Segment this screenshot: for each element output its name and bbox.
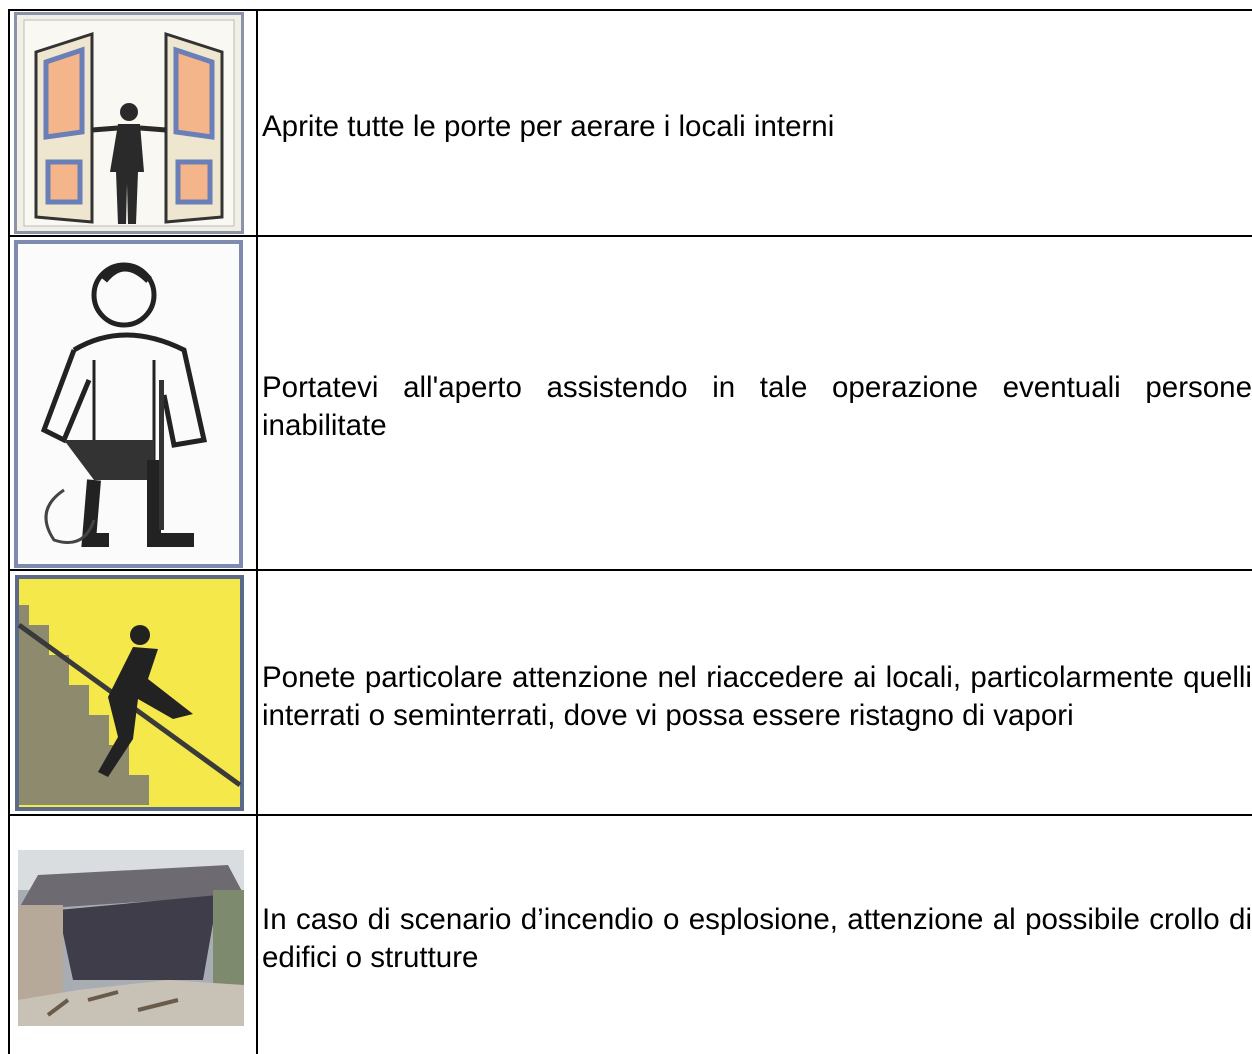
table-border [9,9,1252,11]
row-border [9,814,1252,816]
text-cell: Portatevi all'aperto assistendo in tale … [259,237,1252,569]
person-icon [14,240,243,568]
instruction-text: Portatevi all'aperto assistendo in tale … [262,371,1252,442]
stairs-icon [15,575,244,811]
instruction-text: In caso di scenario d’incendio o esplosi… [262,903,1252,974]
table-border [8,9,10,1054]
doors-icon [14,12,244,234]
instruction-text: Aprite tutte le porte per aerare i local… [262,110,835,143]
collapse-photo [18,850,244,1026]
row-border [9,235,1252,237]
text-cell: Ponete particolare attenzione nel riacce… [259,571,1252,814]
text-cell: In caso di scenario d’incendio o esplosi… [259,816,1252,1054]
text-cell: Aprite tutte le porte per aerare i local… [259,11,1252,235]
row-border [9,569,1252,571]
column-border [256,9,258,1054]
instruction-text: Ponete particolare attenzione nel riacce… [262,660,1252,732]
